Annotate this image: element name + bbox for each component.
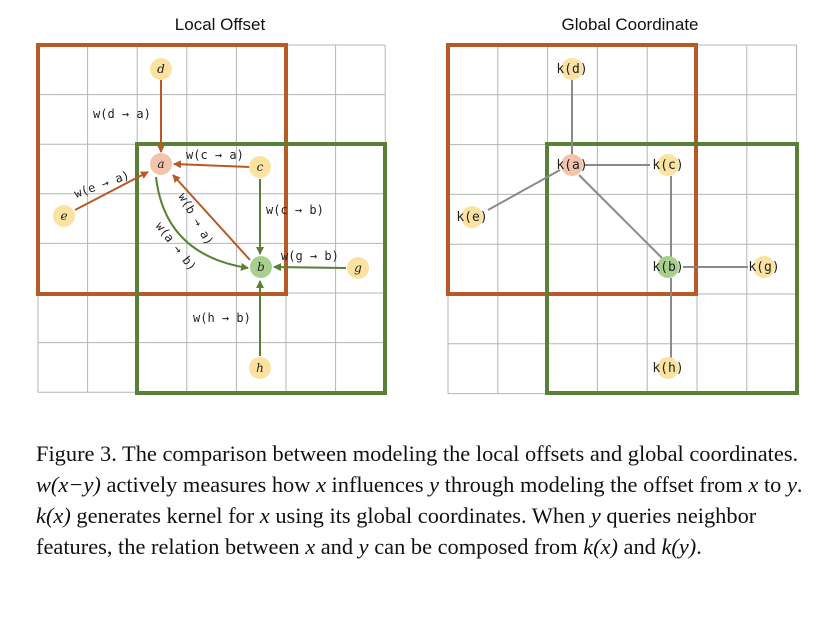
right-panel-title: Global Coordinate <box>561 15 698 34</box>
node-e: e <box>53 205 75 227</box>
caption-text: influences <box>325 472 430 497</box>
edge-label-c-a: w(c → a) <box>186 148 244 162</box>
kedge-a-b <box>578 174 663 259</box>
left-nodes: d a c e b g h <box>53 58 369 379</box>
caption-text: . <box>696 534 702 559</box>
caption-text: actively measures how <box>100 472 316 497</box>
figure-3: Local Offset Global Coordinate w(d → a) … <box>36 15 799 395</box>
caption-math: x <box>748 472 759 497</box>
caption-math: y <box>429 472 440 497</box>
svg-text:h: h <box>256 361 264 375</box>
right-nodes: k(d) k(a) k(c) k(e) k(b) k(g) k(h) <box>456 58 780 379</box>
caption-math: y <box>786 472 797 497</box>
caption-figure-number: Figure 3. <box>36 441 117 466</box>
knode-a: k(a) <box>556 154 588 176</box>
edge-c-to-a <box>173 160 251 169</box>
caption-math: x <box>305 534 316 559</box>
svg-text:k(b): k(b) <box>652 260 683 275</box>
svg-text:c: c <box>257 160 264 174</box>
edge-g-to-b <box>273 263 347 272</box>
caption-math: x <box>259 503 270 528</box>
left-panel-title: Local Offset <box>175 15 266 34</box>
edge-label-g-b: w(g → b) <box>281 249 339 263</box>
caption-text: and <box>315 534 359 559</box>
knode-g: k(g) <box>748 256 780 278</box>
caption-text: and <box>617 534 662 559</box>
caption-math: y <box>358 534 369 559</box>
svg-text:k(d): k(d) <box>556 62 587 77</box>
left-orange-region <box>36 43 288 296</box>
svg-text:a: a <box>157 157 164 171</box>
svg-text:k(g): k(g) <box>748 260 779 275</box>
right-orange-region <box>446 43 698 296</box>
node-h: h <box>249 357 271 379</box>
edge-e-to-a <box>74 171 149 211</box>
svg-text:g: g <box>354 261 362 275</box>
right-edges <box>487 79 748 358</box>
caption-math: w(x−y) <box>36 472 101 497</box>
edge-b-to-a <box>172 174 251 261</box>
svg-text:e: e <box>60 209 67 223</box>
edge-label-c-b: w(c → b) <box>266 203 324 217</box>
left-edges <box>74 80 347 356</box>
svg-text:k(a): k(a) <box>556 158 587 173</box>
caption-text: generates kernel for <box>70 503 260 528</box>
caption-math: k(x) <box>583 534 618 559</box>
knode-d: k(d) <box>556 58 588 80</box>
knode-e: k(e) <box>456 206 488 228</box>
kedge-e-a <box>487 169 561 211</box>
caption-text: The comparison between modeling the loca… <box>116 441 799 466</box>
edge-label-d-a: w(d → a) <box>93 107 151 121</box>
caption-text: queries neighbor features, the relation … <box>36 503 757 559</box>
svg-text:k(e): k(e) <box>456 210 487 225</box>
caption-text: through modeling the offset from <box>439 472 749 497</box>
node-c: c <box>249 156 271 178</box>
right-green-region <box>545 142 799 395</box>
svg-text:b: b <box>257 260 265 274</box>
node-d: d <box>150 58 172 80</box>
node-b: b <box>250 256 272 278</box>
svg-text:k(h): k(h) <box>652 361 683 376</box>
edge-label-h-b: w(h → b) <box>193 311 251 325</box>
caption-math: x <box>315 472 326 497</box>
caption-math: k(x) <box>36 503 71 528</box>
node-a: a <box>150 153 172 175</box>
node-g: g <box>347 257 369 279</box>
svg-text:k(c): k(c) <box>652 158 683 173</box>
knode-h: k(h) <box>652 357 684 379</box>
caption-text: can be composed from <box>368 534 584 559</box>
svg-text:d: d <box>157 62 165 76</box>
caption-text: . <box>796 472 803 497</box>
caption-text: using its global coordinates. When <box>269 503 591 528</box>
edge-a-to-b <box>155 176 249 271</box>
caption-text: to <box>758 472 787 497</box>
left-green-region <box>135 142 387 395</box>
figure-caption: Figure 3. The comparison between modelin… <box>36 438 804 562</box>
knode-c: k(c) <box>652 154 684 176</box>
caption-math: k(y) <box>661 534 697 559</box>
caption-math: y <box>590 503 601 528</box>
knode-b: k(b) <box>652 256 684 278</box>
